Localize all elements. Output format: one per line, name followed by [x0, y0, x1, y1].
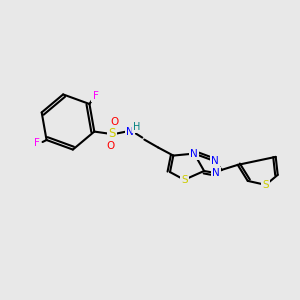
Text: S: S — [181, 175, 188, 185]
Text: F: F — [34, 138, 40, 148]
Text: O: O — [106, 141, 114, 151]
Text: S: S — [109, 127, 116, 140]
Text: N: N — [126, 127, 134, 136]
Text: H: H — [133, 122, 140, 132]
Text: N: N — [211, 156, 219, 166]
Text: S: S — [262, 180, 269, 190]
Text: N: N — [212, 168, 220, 178]
Text: F: F — [92, 91, 98, 101]
Text: N: N — [190, 148, 198, 159]
Text: O: O — [110, 117, 118, 127]
